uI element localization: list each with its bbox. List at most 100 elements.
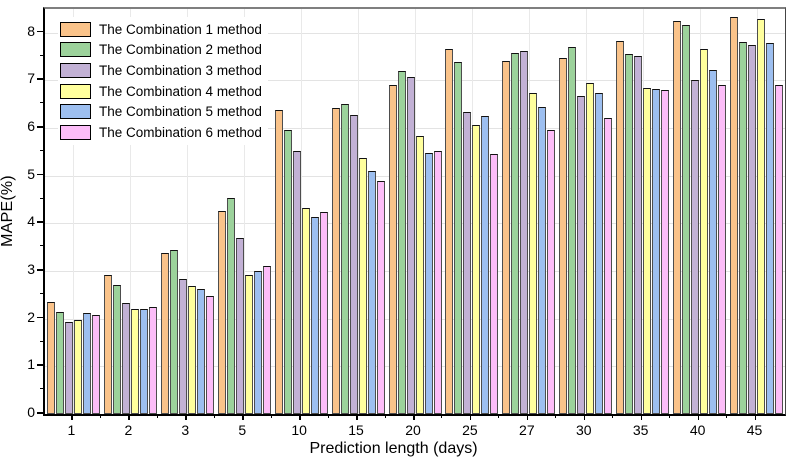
v-gridline (73, 9, 75, 414)
x-minor-tick (612, 414, 614, 418)
x-minor-tick (441, 414, 443, 418)
y-tick-label: 6 (27, 118, 35, 135)
bar (340, 104, 349, 414)
bar (235, 237, 244, 414)
y-axis-title: MAPE(%) (0, 175, 16, 247)
x-minor-tick (99, 414, 101, 418)
x-major-tick (583, 414, 586, 420)
bar (604, 117, 613, 414)
bar (178, 279, 187, 414)
legend-label: The Combination 5 method (99, 104, 262, 120)
y-minor-tick (39, 102, 43, 104)
x-tick-label: 40 (689, 422, 706, 438)
x-tick-label: 15 (348, 422, 364, 438)
bar (196, 289, 205, 414)
x-tick-label: 30 (575, 422, 592, 438)
bar (559, 57, 568, 414)
legend-item: The Combination 4 method (60, 81, 262, 102)
y-minor-tick (39, 149, 43, 151)
x-major-tick (128, 414, 130, 420)
bar (415, 135, 424, 414)
legend-label: The Combination 6 method (99, 124, 262, 140)
bar (292, 151, 301, 414)
bar (112, 284, 121, 414)
y-minor-tick (39, 54, 43, 56)
y-tick-label: 7 (27, 70, 35, 87)
x-minor-tick (726, 414, 728, 418)
bar (502, 61, 511, 414)
y-tick-label: 3 (27, 261, 35, 278)
bar (130, 309, 139, 414)
x-major-tick (71, 414, 73, 420)
bar (463, 112, 472, 414)
bar (82, 313, 91, 414)
x-major-tick (185, 414, 187, 420)
bar (103, 274, 112, 414)
bar (682, 25, 691, 414)
x-tick-label: 35 (632, 422, 649, 438)
bar (169, 250, 178, 414)
bar (262, 265, 271, 414)
bar (472, 124, 481, 414)
bar (217, 211, 226, 414)
bar (709, 69, 718, 414)
y-minor-tick (39, 245, 43, 247)
bar (616, 40, 625, 414)
y-minor-tick (39, 340, 43, 342)
y-major-tick (37, 78, 43, 80)
bar (547, 130, 556, 414)
y-major-tick (37, 269, 43, 271)
x-major-tick (640, 414, 643, 420)
legend-swatch (60, 83, 91, 99)
bar (538, 106, 547, 414)
bar (577, 96, 586, 414)
x-minor-tick (270, 414, 272, 418)
legend-item: The Combination 2 method (60, 40, 262, 61)
v-gridline (130, 9, 132, 414)
bar (445, 48, 454, 414)
bar (673, 20, 682, 414)
legend-swatch (60, 62, 91, 78)
y-tick-label: 1 (27, 356, 35, 373)
bar (406, 76, 415, 414)
x-tick-label: 25 (462, 422, 478, 438)
legend-item: The Combination 6 method (60, 122, 262, 143)
legend-label: The Combination 2 method (99, 42, 262, 58)
y-major-tick (37, 30, 43, 33)
bar (691, 79, 700, 414)
plot-area: The Combination 1 method The Combination … (43, 7, 786, 416)
x-minor-tick (669, 414, 671, 418)
bar (568, 47, 577, 414)
bar (226, 198, 235, 414)
x-minor-tick (213, 414, 215, 418)
y-major-tick (37, 221, 43, 223)
bar (652, 89, 661, 414)
legend-swatch (60, 124, 91, 140)
legend-item: The Combination 1 method (60, 19, 262, 40)
bar (634, 55, 643, 414)
bar (511, 52, 520, 414)
x-minor-tick (498, 414, 500, 418)
bar (367, 171, 376, 414)
y-tick-label: 0 (27, 404, 35, 420)
bar (55, 312, 64, 414)
bar (700, 49, 709, 414)
bar (718, 85, 727, 414)
x-tick-label: 2 (124, 422, 133, 438)
bar (643, 87, 652, 414)
y-tick-label: 2 (27, 308, 35, 325)
bar (748, 45, 757, 414)
x-major-tick (754, 414, 757, 420)
x-axis-title: Prediction length (days) (309, 440, 478, 457)
bar (244, 275, 253, 414)
bar (253, 271, 262, 414)
bar (310, 217, 319, 414)
bar (766, 42, 775, 414)
x-minor-tick (555, 414, 557, 418)
bar (481, 115, 490, 414)
bar (388, 85, 397, 414)
x-major-tick (356, 414, 358, 420)
bar (454, 61, 463, 414)
y-minor-tick (39, 388, 43, 390)
